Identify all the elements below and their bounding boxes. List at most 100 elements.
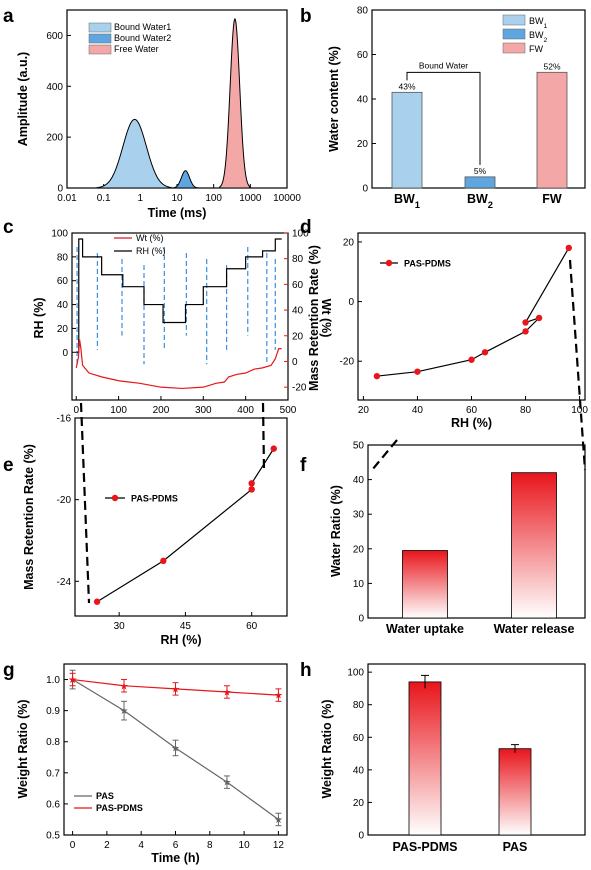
panel-g-xlabel: Time (h) bbox=[151, 851, 199, 865]
panel-a-legend-label: Bound Water1 bbox=[114, 22, 171, 32]
panel-g-x-tick-label: 8 bbox=[207, 840, 213, 851]
panel-c-yl-tick-label: 0 bbox=[62, 348, 68, 359]
panel-a-x-tick-label: 1000 bbox=[239, 193, 262, 204]
panel-h-y-tick-label: 100 bbox=[347, 668, 364, 679]
panel-g-marker: ★ bbox=[120, 706, 129, 717]
panel-b-data-label: 5% bbox=[474, 166, 487, 176]
panel-b-legend-swatch-2 bbox=[502, 42, 526, 54]
panel-d-x-tick-label: 60 bbox=[466, 405, 478, 416]
panel-d-y-tick-label: -20 bbox=[340, 357, 355, 368]
panel-b-category-label: BW1 bbox=[394, 192, 420, 210]
panel-e-point bbox=[93, 598, 101, 605]
panel-c-x-tick-label: 400 bbox=[237, 405, 254, 416]
panel-c-ylabel-right: Wt (%) bbox=[319, 299, 333, 338]
panel-d-point bbox=[522, 319, 529, 326]
panel-b-y-tick-label: 0 bbox=[362, 184, 368, 195]
panel-a-legend-label: Free Water bbox=[114, 44, 159, 54]
panel-c-x-tick-label: 100 bbox=[110, 405, 127, 416]
panel-g-y-tick-label: 1.0 bbox=[46, 675, 60, 686]
panel-b-bracket bbox=[406, 71, 481, 165]
panel-h-y-tick-label: 0 bbox=[358, 831, 364, 842]
panel-a-peak-1 bbox=[96, 118, 172, 189]
panel-c-yr-tick-label: 100 bbox=[292, 229, 309, 240]
panel-a-x-tick-label: 0.01 bbox=[57, 193, 77, 204]
panel-b-legend-label: FW bbox=[529, 44, 543, 54]
panel-c-wt-line bbox=[75, 339, 282, 390]
panel-b-legend-label: BW1 bbox=[529, 16, 548, 30]
panel-d-point bbox=[522, 328, 529, 335]
panel-b-ylabel: Water content (%) bbox=[327, 46, 341, 152]
panel-h-category-label: PAS bbox=[503, 840, 528, 854]
panel-g-x-tick-label: 0 bbox=[70, 840, 76, 851]
panel-d-xlabel: RH (%) bbox=[451, 416, 492, 430]
panel-label-g: g bbox=[3, 660, 15, 681]
panel-a-y-tick-label: 600 bbox=[46, 31, 63, 42]
panel-f-y-tick-label: 40 bbox=[353, 475, 365, 486]
panel-d-ylabel: Mass Retention Rate (%) bbox=[307, 245, 321, 391]
panel-g-x-tick-label: 6 bbox=[173, 840, 179, 851]
panel-d-point bbox=[535, 314, 543, 322]
panel-f-category-label: Water release bbox=[494, 622, 575, 636]
panel-h-y-tick-label: 80 bbox=[353, 700, 365, 711]
panel-d-legend-marker bbox=[385, 259, 393, 267]
panel-b-data-label: 43% bbox=[398, 81, 415, 91]
panel-a-legend-swatch-0 bbox=[88, 22, 112, 33]
panel-a-ylabel: Amplitude (a.u.) bbox=[16, 52, 30, 146]
panel-c-yr-tick-label: 60 bbox=[292, 280, 304, 291]
panel-h-y-tick-label: 60 bbox=[353, 733, 365, 744]
panel-g-ylabel: Weight Ratio (%) bbox=[16, 699, 30, 798]
panel-label-f: f bbox=[300, 455, 307, 476]
panel-c-yr-tick-label: 80 bbox=[292, 254, 304, 265]
panel-c-yl-tick-label: 80 bbox=[57, 252, 69, 263]
panel-d-x-tick-label: 80 bbox=[520, 405, 532, 416]
panel-f-y-tick-label: 30 bbox=[353, 510, 365, 521]
panel-b-y-tick-label: 20 bbox=[357, 139, 369, 150]
panel-label-c: c bbox=[3, 217, 14, 238]
panel-b-legend-swatch-0 bbox=[502, 14, 526, 26]
panel-c-x-tick-label: 200 bbox=[153, 405, 170, 416]
panel-g-marker: ★ bbox=[171, 743, 180, 754]
panel-e-y-tick-label: -24 bbox=[57, 577, 72, 588]
panel-a-legend-label: Bound Water2 bbox=[114, 33, 171, 43]
panel-e-y-tick-label: -16 bbox=[57, 414, 72, 425]
panel-g-y-tick-label: 0.8 bbox=[46, 737, 60, 748]
panel-a-xlabel: Time (ms) bbox=[148, 206, 207, 220]
panel-a-legend-swatch-1 bbox=[88, 33, 112, 44]
panel-c-yr-tick-label: 0 bbox=[292, 357, 298, 368]
panel-g-x-tick-label: 4 bbox=[138, 840, 144, 851]
panel-h-ylabel: Weight Ratio (%) bbox=[320, 699, 334, 798]
panel-h-y-tick-label: 20 bbox=[353, 798, 365, 809]
panel-c-frame bbox=[71, 232, 289, 401]
panel-h-frame bbox=[367, 663, 586, 836]
panel-c-yr-tick-label: 40 bbox=[292, 306, 304, 317]
panel-d-point bbox=[414, 368, 421, 375]
panel-e-y-tick-label: -20 bbox=[57, 495, 72, 506]
panel-f-y-tick-label: 10 bbox=[353, 579, 365, 590]
panel-c-rh-line bbox=[76, 238, 282, 353]
panel-d-point bbox=[565, 244, 572, 252]
panel-c-x-tick-label: 300 bbox=[195, 405, 212, 416]
zoom-connector-3 bbox=[568, 259, 587, 471]
panel-d-legend-label: PAS-PDMS bbox=[404, 259, 451, 269]
panel-f-bar-1 bbox=[511, 472, 557, 619]
panel-e-x-tick-label: 30 bbox=[114, 621, 126, 632]
panel-c-yl-tick-label: 60 bbox=[57, 276, 69, 287]
panel-f-ylabel: Water Ratio (%) bbox=[329, 485, 343, 577]
panel-g-y-tick-label: 0.5 bbox=[46, 831, 60, 842]
panel-f-bar-0 bbox=[402, 550, 448, 619]
panel-g-marker: ★ bbox=[222, 778, 231, 789]
panel-b-bar-0 bbox=[391, 91, 423, 189]
panel-d-x-tick-label: 100 bbox=[571, 405, 588, 416]
panel-c-yr-tick-label: -20 bbox=[292, 383, 307, 394]
panel-b-category-label: BW2 bbox=[467, 192, 493, 210]
panel-g-y-tick-label: 0.9 bbox=[46, 706, 60, 717]
panel-h-category-label: PAS-PDMS bbox=[392, 840, 457, 854]
panel-a-x-tick-label: 1 bbox=[138, 193, 144, 204]
panel-g-legend-label: PAS-PDMS bbox=[96, 803, 143, 813]
panel-c-yr-tick-label: 20 bbox=[292, 331, 304, 342]
panel-g-y-tick-label: 0.7 bbox=[46, 768, 60, 779]
panel-d-y-tick-label: 20 bbox=[343, 237, 355, 248]
panel-f-frame bbox=[367, 444, 586, 619]
panel-b-y-tick-label: 40 bbox=[357, 95, 369, 106]
